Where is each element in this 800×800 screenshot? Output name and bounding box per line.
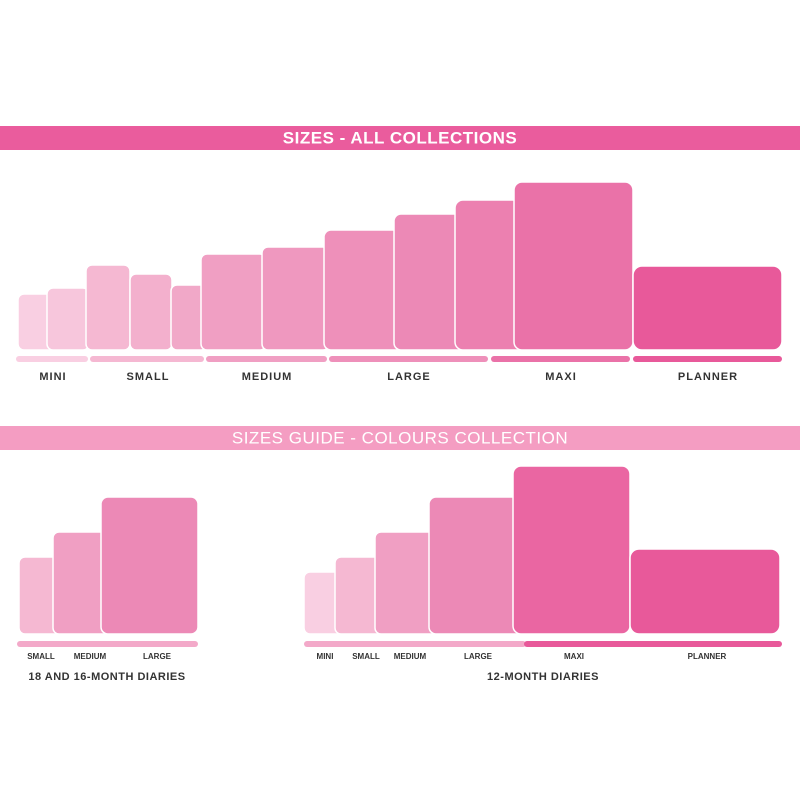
size-label: PLANNER: [688, 652, 727, 661]
group-title: 12-MONTH DIARIES: [487, 671, 599, 683]
size-label: LARGE: [387, 371, 431, 383]
size-cards: [17, 465, 782, 647]
banner: [0, 126, 800, 150]
size-label: SMALL: [352, 652, 380, 661]
section-title: SIZES GUIDE - COLOURS COLLECTION: [232, 428, 568, 447]
section-title: SIZES - ALL COLLECTIONS: [283, 128, 517, 147]
size-label: SMALL: [127, 371, 170, 383]
size-label: MAXI: [545, 371, 577, 383]
size-bars: [16, 356, 782, 362]
size-label: LARGE: [143, 652, 172, 661]
size-cards: [17, 181, 783, 351]
banner: [0, 426, 800, 450]
size-label: MEDIUM: [394, 652, 427, 661]
size-label: LARGE: [464, 652, 493, 661]
size-label: PLANNER: [678, 371, 738, 383]
size-label: MEDIUM: [242, 371, 293, 383]
size-label: MAXI: [564, 652, 584, 661]
size-label: MINI: [39, 371, 66, 383]
group-title: 18 AND 16-MONTH DIARIES: [28, 671, 185, 683]
size-label: MINI: [317, 652, 334, 661]
size-label: SMALL: [27, 652, 55, 661]
size-label: MEDIUM: [74, 652, 107, 661]
